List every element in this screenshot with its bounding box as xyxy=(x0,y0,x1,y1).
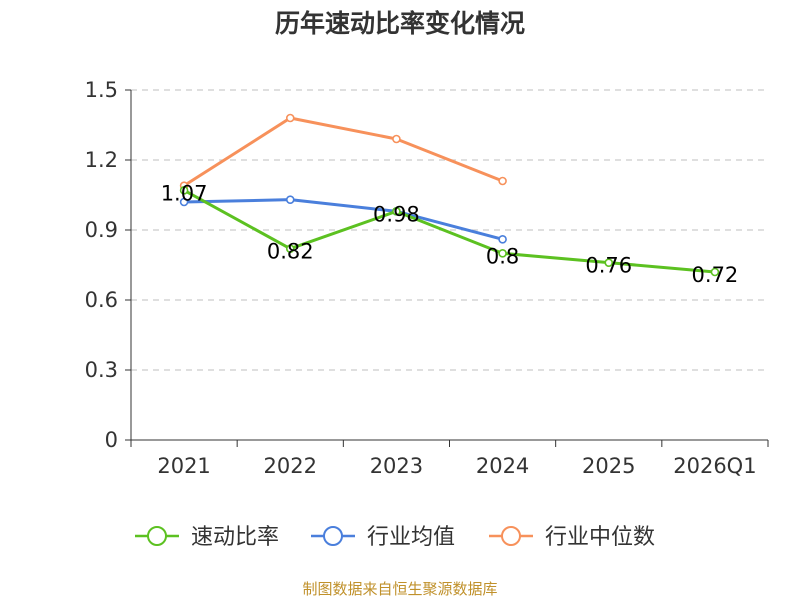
data-label: 1.07 xyxy=(161,181,208,205)
data-point xyxy=(498,235,507,244)
data-label: 0.8 xyxy=(486,244,519,268)
data-label: 0.76 xyxy=(585,254,632,278)
y-tick-label: 0.3 xyxy=(85,358,118,382)
legend-label: 速动比率 xyxy=(191,525,279,550)
data-point xyxy=(604,258,614,267)
data-point xyxy=(285,195,295,204)
series-line xyxy=(183,189,716,274)
x-tick-label: 2025 xyxy=(582,454,635,478)
y-tick-label: 0.6 xyxy=(85,288,118,312)
data-point xyxy=(285,113,295,123)
chart-title: 历年速动比率变化情况 xyxy=(275,9,525,38)
legend: 速动比率 行业均值 行业中位数 xyxy=(135,525,655,550)
data-point xyxy=(179,186,189,195)
legend-label: 行业中位数 xyxy=(545,525,655,550)
data-point xyxy=(285,244,295,253)
x-tick-label: 2024 xyxy=(476,454,529,478)
data-label: 0.72 xyxy=(692,263,739,287)
legend-swatch-marker xyxy=(501,526,521,546)
legend-swatch-marker xyxy=(323,526,343,546)
data-labels: 1.07 0.82 0.98 0.8 0.76 0.72 xyxy=(161,181,739,287)
data-label: 0.82 xyxy=(267,240,314,264)
data-point xyxy=(498,176,507,186)
y-tick-label: 1.5 xyxy=(85,78,118,102)
series-line xyxy=(183,116,504,187)
x-tick-label: 2022 xyxy=(264,454,317,478)
series-layer xyxy=(179,113,720,277)
data-point xyxy=(710,267,720,277)
data-point xyxy=(392,134,401,144)
source-note: 制图数据来自恒生聚源数据库 xyxy=(302,580,497,598)
legend-label: 行业均值 xyxy=(367,525,455,550)
y-tick-label: 0 xyxy=(105,428,118,452)
x-tick-label: 2021 xyxy=(157,454,210,478)
data-point xyxy=(498,249,507,258)
y-tick-label: 1.2 xyxy=(85,148,118,172)
data-point xyxy=(179,197,189,207)
x-tick-label: 2026Q1 xyxy=(673,454,756,478)
series-line xyxy=(184,198,503,241)
x-tick-label: 2023 xyxy=(370,454,423,478)
grid xyxy=(131,89,768,371)
data-label: 0.98 xyxy=(373,202,420,226)
legend-swatch-marker xyxy=(147,526,167,546)
data-point xyxy=(392,207,401,216)
axes: 0 0.3 0.6 0.9 1.2 1.5 2021 2022 2023 2024 2025 2026… xyxy=(85,78,769,478)
y-tick-label: 0.9 xyxy=(85,218,118,242)
